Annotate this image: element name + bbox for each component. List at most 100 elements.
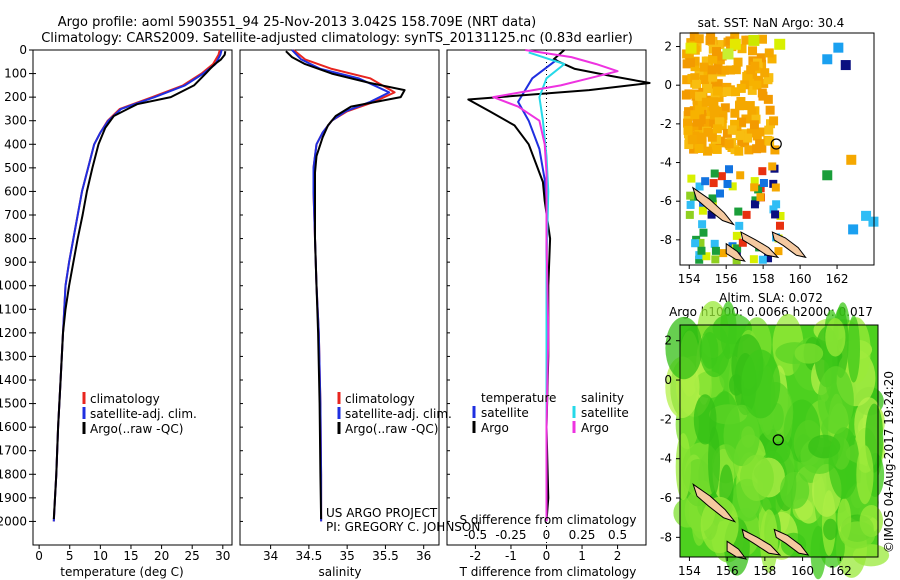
sst-cell-mixed — [728, 182, 737, 191]
legend-t-argo-label: Argo — [481, 421, 509, 435]
sst-cell — [687, 135, 697, 145]
legend-t-satellite-label: satellite — [481, 406, 529, 420]
sst-cell-mixed — [735, 221, 744, 230]
sst-cell — [755, 139, 765, 149]
legend-salinity-title: salinity — [581, 391, 624, 405]
sst-cell — [730, 108, 740, 118]
sst-island — [740, 231, 780, 259]
sst-cell — [690, 73, 700, 83]
sla-blob — [779, 471, 810, 509]
sst-cell-mixed — [736, 171, 745, 180]
x-tick-label: 36 — [416, 549, 431, 563]
x-tick-label: 35 — [340, 549, 355, 563]
sst-cell-mixed — [715, 189, 724, 198]
top-x-tick-label: -0.25 — [495, 528, 526, 542]
y-tick-label: 900 — [4, 255, 27, 269]
sst-cell-mixed — [774, 247, 783, 256]
series-line-s-argo — [492, 49, 619, 522]
credit-pi: PI: GREGORY C. JOHNSON — [326, 520, 480, 534]
sst-cell-mixed — [695, 182, 704, 191]
sst-cell — [712, 144, 722, 154]
sst-cell-mixed — [699, 228, 708, 237]
map-y-tick-label: -2 — [660, 117, 672, 131]
sst-cell-mixed — [711, 246, 720, 255]
sst-cell-mixed — [738, 238, 747, 247]
sst-cell-mixed — [771, 210, 780, 219]
sst-cell-mixed — [758, 255, 767, 264]
sst-cell — [708, 102, 718, 112]
sst-cell — [703, 146, 713, 156]
series-line-climatology — [52, 49, 221, 522]
sla-float-marker — [772, 434, 784, 446]
sst-cell-mixed — [695, 255, 704, 264]
sst-cell-mixed — [769, 205, 778, 214]
sst-cell-mixed — [702, 252, 711, 261]
sst-cell-bright — [685, 42, 697, 54]
map-y-tick-label: 2 — [664, 334, 672, 348]
y-tick-label: 1900 — [0, 491, 27, 505]
sst-cell-mixed — [734, 207, 743, 216]
sst-cell — [748, 56, 758, 66]
sst-cell — [695, 91, 705, 101]
series-line-climatology — [292, 49, 396, 522]
sst-cell-mixed — [710, 239, 719, 248]
sst-cell — [741, 35, 751, 45]
sst-cell — [709, 97, 719, 107]
map-x-tick-label: 156 — [715, 272, 738, 286]
x-tick-label: 30 — [215, 549, 230, 563]
sst-cell-mixed — [719, 249, 728, 258]
sst-cell — [708, 54, 718, 64]
y-tick-label: 1200 — [0, 326, 27, 340]
sst-cell — [765, 105, 775, 115]
x-tick-label: 10 — [93, 549, 108, 563]
sst-cell — [769, 116, 779, 126]
sst-cell — [752, 80, 762, 90]
temperature-frame — [32, 49, 233, 546]
y-tick-label: 1700 — [0, 444, 27, 458]
sst-cell — [682, 75, 692, 85]
sla-map-frame — [679, 324, 879, 558]
sst-map-frame — [679, 32, 875, 266]
sst-cell — [743, 133, 753, 143]
series-line-t-satellite — [517, 58, 558, 522]
sst-cell-mixed — [698, 206, 707, 215]
sst-cell-mixed — [695, 251, 704, 260]
header-line1: Argo profile: aoml 5903551_94 25-Nov-201… — [58, 15, 537, 30]
sst-cell-mixed — [750, 183, 759, 192]
sst-cell — [756, 53, 766, 63]
sst-cell — [754, 75, 764, 85]
sst-cell — [722, 128, 732, 138]
sst-cell-mixed — [750, 200, 759, 209]
sla-blob — [693, 394, 717, 445]
sst-cell — [730, 32, 740, 42]
map-x-tick-label: 160 — [789, 272, 812, 286]
sst-cell-bright — [748, 34, 760, 46]
sst-cell-mixed — [775, 221, 784, 230]
x-tick-label: 34 — [263, 549, 278, 563]
sst-float-marker — [770, 138, 782, 150]
sst-cell — [822, 170, 833, 181]
sla-blob — [823, 518, 838, 541]
x-tick-label: 0 — [543, 549, 551, 563]
sst-cell-blue — [848, 224, 859, 235]
sst-cell — [684, 89, 694, 99]
map-y-tick-label: -6 — [660, 491, 672, 505]
sst-cell — [727, 125, 737, 135]
sst-cell — [746, 78, 756, 88]
sal-legend-climatology-label: climatology — [345, 392, 415, 406]
sst-cell-blue — [840, 60, 851, 71]
sst-cell-mixed — [742, 210, 751, 219]
sst-cell — [696, 123, 706, 133]
sla-blob — [840, 521, 876, 549]
top-x-tick-label: 0 — [543, 528, 551, 542]
sst-cell — [737, 44, 747, 54]
sst-cell — [703, 118, 713, 128]
y-tick-label: 1100 — [0, 302, 27, 316]
sst-cell — [747, 85, 757, 95]
sst-cell — [712, 124, 722, 134]
sst-cell — [689, 122, 699, 132]
y-tick-label: 0 — [19, 43, 27, 57]
sst-cell — [702, 69, 712, 79]
sst-map-title: sat. SST: NaN Argo: 30.4 — [698, 16, 845, 30]
sst-cell — [684, 107, 694, 117]
